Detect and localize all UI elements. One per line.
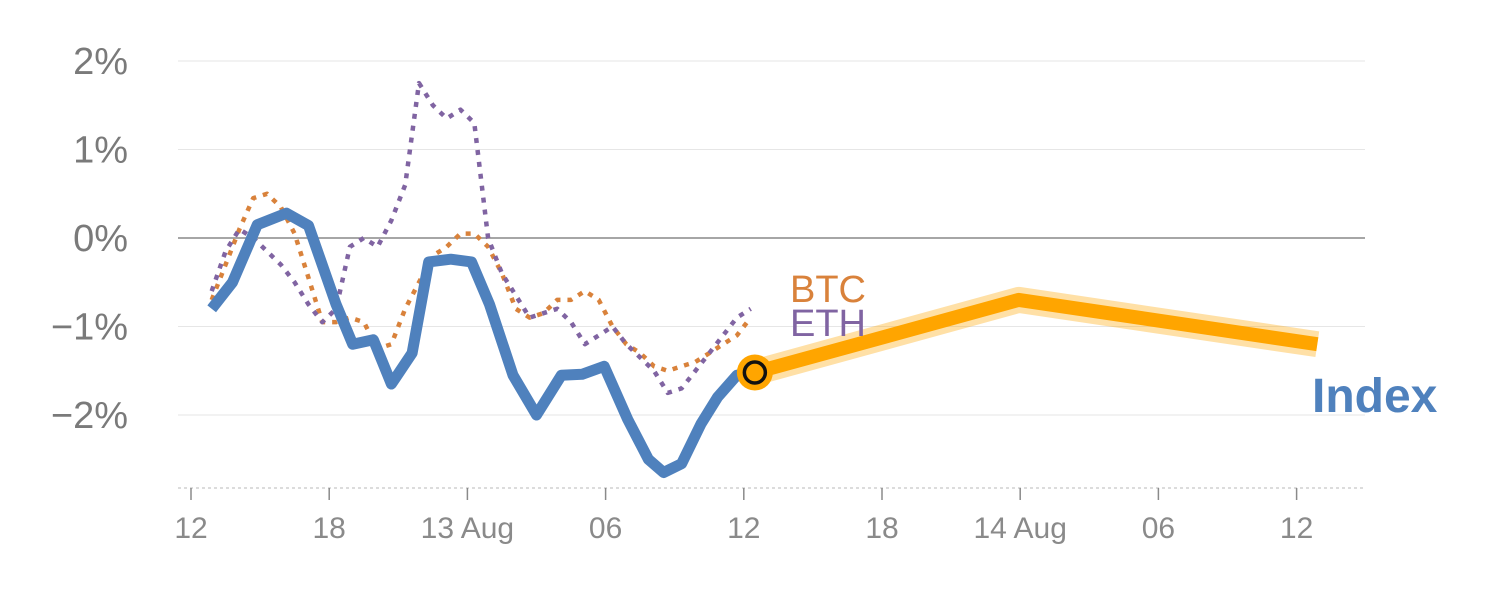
forecast-line-path [753, 292, 1319, 380]
btc-series-line [209, 191, 753, 374]
x-tick-label: 18 [865, 512, 898, 545]
index-series-line [207, 207, 756, 478]
eth-series-line [209, 80, 752, 396]
forecast-line [751, 286, 1320, 386]
eth-series-label: ETH [790, 303, 866, 345]
current-point-marker [736, 354, 773, 391]
x-tick-label: 13 Aug [421, 512, 514, 545]
btc-series-label: BTC [790, 269, 866, 311]
y-axis-ticks: 2% 1% 0% −1% −2% [51, 41, 128, 437]
y-tick-label: 1% [73, 130, 128, 172]
marker-dot [742, 360, 768, 385]
x-tick-label: 14 Aug [973, 512, 1066, 545]
series-labels: BTC ETH Index [790, 269, 1438, 423]
x-tick-label: 06 [1142, 512, 1175, 545]
index-series-label: Index [1312, 370, 1438, 423]
x-tick-label: 12 [727, 512, 760, 545]
y-tick-label: 0% [73, 218, 128, 260]
y-tick-label: −1% [51, 307, 128, 349]
x-tick-label: 12 [1280, 512, 1313, 545]
series-lines [207, 80, 756, 478]
y-tick-label: −2% [51, 395, 128, 437]
y-tick-label: 2% [73, 41, 128, 83]
x-tick-label: 06 [589, 512, 622, 545]
x-tick-label: 18 [313, 512, 346, 545]
x-axis: 12 18 13 Aug 06 12 18 14 Aug 06 12 [174, 487, 1365, 545]
x-tick-label: 12 [174, 512, 207, 545]
